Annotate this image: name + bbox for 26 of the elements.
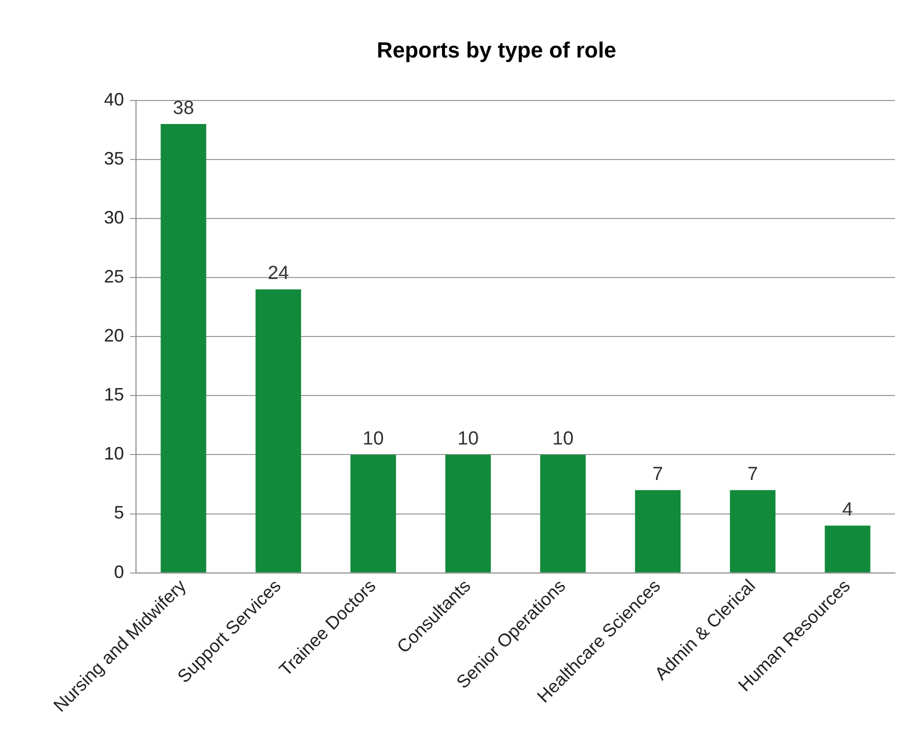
- y-tick-label: 5: [114, 502, 124, 523]
- y-tick-label: 15: [104, 384, 124, 405]
- bar: [256, 289, 302, 572]
- data-label: 10: [552, 428, 574, 450]
- bar: [824, 526, 870, 572]
- data-label: 10: [458, 428, 479, 450]
- data-label: 7: [652, 464, 664, 485]
- data-label: 7: [747, 464, 758, 485]
- bar: [445, 454, 491, 572]
- data-label: 4: [842, 499, 854, 520]
- bar: [730, 490, 776, 572]
- bar: [160, 124, 206, 572]
- bar: [635, 490, 681, 572]
- bar: [540, 454, 586, 572]
- chart-title: Reports by type of role: [376, 37, 616, 62]
- data-label: 24: [268, 263, 290, 284]
- y-tick-label: 30: [104, 207, 124, 228]
- y-tick-label: 35: [104, 148, 124, 168]
- y-tick-label: 40: [104, 89, 124, 110]
- y-tick-label: 0: [114, 562, 124, 582]
- y-tick-label: 20: [104, 326, 124, 346]
- data-label: 10: [362, 428, 384, 450]
- data-label: 38: [172, 98, 194, 119]
- y-tick-label: 10: [104, 444, 124, 464]
- y-tick-label: 25: [104, 266, 124, 287]
- bar: [350, 454, 396, 572]
